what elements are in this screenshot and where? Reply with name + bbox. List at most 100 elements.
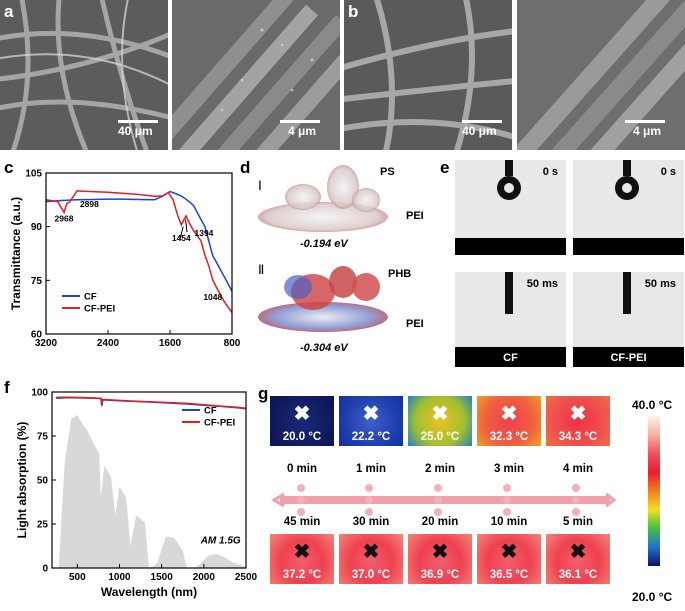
panel-label-b: b <box>348 2 359 21</box>
sample-label: CF <box>503 352 518 364</box>
close-icon: ✖ <box>362 403 380 425</box>
pei-label: PEI <box>406 318 424 330</box>
droplet-image-cfpei-50ms: 50 ms CF-PEI <box>573 272 684 367</box>
close-icon: ✖ <box>293 541 311 563</box>
temperature-reading: 36.1 °C <box>558 569 598 581</box>
close-icon: ✖ <box>293 403 311 425</box>
time-label: 50 ms <box>526 278 558 290</box>
temperature-colorbar <box>648 416 660 566</box>
sem-image-b-high: 4 μm <box>517 0 685 150</box>
x-tick-label: 1000 <box>108 572 131 583</box>
close-icon: ✖ <box>569 403 587 425</box>
peak-annotation: 2898 <box>80 199 99 209</box>
thermal-image: ✖ 22.2 °C <box>339 396 403 446</box>
panel-label-f: f <box>4 378 10 397</box>
time-label: 1 min <box>355 463 387 475</box>
time-label: 30 min <box>352 516 390 528</box>
molecular-model <box>258 165 388 332</box>
series-line-cf-pei <box>45 190 233 313</box>
droplet-image-cf-50ms: 50 ms CF <box>455 272 566 367</box>
scale-bar <box>625 120 665 123</box>
time-label: 0 s <box>542 166 558 178</box>
temperature-reading: 36.9 °C <box>420 569 460 581</box>
scale-bar <box>462 120 502 123</box>
y-tick-label: 0 <box>42 564 48 575</box>
thermal-image: ✖ 25.0 °C <box>408 396 472 446</box>
annotation-arrow <box>179 226 184 240</box>
close-icon: ✖ <box>431 403 449 425</box>
y-tick-label: 90 <box>31 222 43 233</box>
colorbar-min-label: 20.0 °C <box>632 590 673 604</box>
y-tick-label: 25 <box>37 520 49 531</box>
series-line-cf <box>45 190 233 292</box>
scale-label: 40 μm <box>462 124 497 138</box>
legend-label: CF <box>84 292 97 303</box>
complex-label-I: Ⅰ <box>258 178 262 193</box>
temperature-reading: 25.0 °C <box>420 431 460 443</box>
close-icon: ✖ <box>431 541 449 563</box>
series-line-cf <box>56 396 247 410</box>
peak-annotation: 2968 <box>55 213 74 223</box>
temperature-reading: 36.5 °C <box>489 569 529 581</box>
spectrum-annotation: AM 1.5G <box>200 535 241 546</box>
temperature-reading: 37.0 °C <box>351 569 391 581</box>
y-tick-label: 100 <box>31 388 48 399</box>
needle-icon <box>623 272 631 314</box>
peak-annotation: 1394 <box>195 228 214 238</box>
scale-label: 4 μm <box>633 124 662 138</box>
droplet-icon <box>615 160 639 200</box>
time-label: 10 min <box>490 516 528 528</box>
fabric-surface <box>455 238 566 255</box>
x-tick-label: 800 <box>224 338 240 349</box>
peak-annotation: 1048 <box>203 292 222 302</box>
droplet-image-cfpei-0s: 0 s <box>573 160 684 255</box>
thermal-image: ✖ 36.9 °C <box>408 534 472 584</box>
ftir-chart: 320024001600800607590105Wavelength (cm⁻¹… <box>9 169 240 350</box>
annotation-arrow <box>185 219 188 233</box>
time-label: 0 s <box>660 166 676 178</box>
thermal-image: ✖ 32.3 °C <box>477 396 541 446</box>
time-label: 2 min <box>424 463 456 475</box>
time-label: 0 min <box>286 463 318 475</box>
droplet-image-cf-0s: 0 s <box>455 160 566 255</box>
fabric-surface <box>573 347 684 367</box>
absorption-chart: 500 1000 1500 2000 2500 0 25 50 75 100 Wavelength … <box>15 388 258 600</box>
thermal-image: ✖ 36.1 °C <box>546 534 610 584</box>
temperature-reading: 34.3 °C <box>558 431 598 443</box>
close-icon: ✖ <box>362 541 380 563</box>
time-label: 45 min <box>283 516 321 528</box>
thermal-image: ✖ 20.0 °C <box>270 396 334 446</box>
fiber-texture <box>172 0 340 150</box>
thermal-image: ✖ 37.2 °C <box>270 534 334 584</box>
y-tick-label: 105 <box>25 169 42 180</box>
sem-image-a-high: 4 μm <box>172 0 340 150</box>
panel-label-d: d <box>240 158 251 177</box>
sem-image-b-low: b 40 μm <box>344 0 512 150</box>
needle-icon <box>505 272 513 314</box>
x-axis-label: Wavelength (nm) <box>101 585 197 599</box>
scale-label: 4 μm <box>288 124 317 138</box>
x-tick-label: 2500 <box>235 572 258 583</box>
x-tick-label: 500 <box>69 572 86 583</box>
x-tick-label: 2400 <box>97 338 120 349</box>
fiber-texture <box>517 0 685 150</box>
colorbar-max-label: 40.0 °C <box>632 398 673 412</box>
panel-label-a: a <box>4 2 14 21</box>
x-tick-label: 3200 <box>35 338 58 349</box>
plot-frame <box>45 172 233 335</box>
timeline-arrow <box>271 484 617 516</box>
temperature-reading: 20.0 °C <box>282 431 322 443</box>
fiber-texture <box>344 0 512 150</box>
y-axis-label: Light absorption (%) <box>15 422 29 539</box>
panel-label-c: c <box>4 158 14 177</box>
y-tick-label: 60 <box>31 330 43 341</box>
series-line-cf-pei <box>56 396 247 409</box>
y-axis-label: Transmittance (a.u.) <box>9 197 23 310</box>
scale-bar <box>280 120 320 123</box>
close-icon: ✖ <box>500 403 518 425</box>
time-label: 20 min <box>421 516 459 528</box>
pei-label: PEI <box>406 210 424 222</box>
panel-label-e: e <box>440 158 450 177</box>
y-tick-label: 75 <box>31 276 43 287</box>
fabric-surface <box>573 238 684 255</box>
